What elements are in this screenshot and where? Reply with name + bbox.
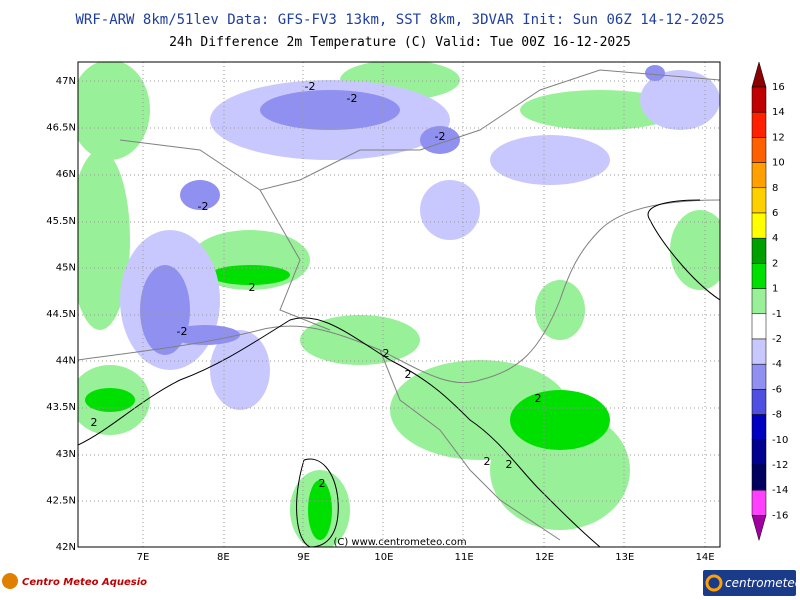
lat-label: 47N <box>56 76 76 87</box>
lon-label: 9E <box>297 552 310 563</box>
colorbar-label: 16 <box>772 82 785 93</box>
colorbar-label: -8 <box>772 410 782 421</box>
lat-label: 44N <box>56 356 76 367</box>
colorbar-segment <box>751 237 767 264</box>
contour-label: -2 <box>305 80 316 93</box>
lat-label: 46.5N <box>46 123 76 134</box>
contour-label: 2 <box>484 455 491 468</box>
right-logo-icon <box>705 574 723 592</box>
contour-label: 2 <box>506 458 513 471</box>
map-frame <box>77 61 721 548</box>
colorbar-label: 6 <box>772 208 778 219</box>
colorbar-segment <box>751 111 767 138</box>
colorbar-segment <box>751 363 767 390</box>
lon-label: 10E <box>374 552 393 563</box>
colorbar-segment <box>751 464 767 491</box>
colorbar-segment <box>751 212 767 239</box>
contour-label: 2 <box>91 416 98 429</box>
colorbar-segment <box>751 338 767 365</box>
contour-label: -2 <box>347 92 358 105</box>
lat-label: 45.5N <box>46 216 76 227</box>
contour-label: -2 <box>435 130 446 143</box>
lon-label: 12E <box>535 552 554 563</box>
colorbar-label: 1 <box>772 284 778 295</box>
left-logo-icon <box>2 573 18 589</box>
colorbar-cap <box>751 61 767 88</box>
contour-label: -2 <box>177 325 188 338</box>
colorbar-segment <box>751 313 767 340</box>
contour-label: -2 <box>198 200 209 213</box>
colorbar-label: -4 <box>772 359 782 370</box>
colorbar-segment <box>751 137 767 163</box>
lat-label: 44.5N <box>46 309 76 320</box>
contour-label: 2 <box>249 281 256 294</box>
colorbar-segment <box>751 414 767 441</box>
colorbar-segment <box>751 263 767 289</box>
colorbar-segment <box>751 86 767 113</box>
right-logo: centrometeo <box>725 576 800 590</box>
colorbar-label: 4 <box>772 233 778 244</box>
lon-label: 14E <box>696 552 715 563</box>
contour-label: 2 <box>383 347 390 360</box>
colorbar-label: -14 <box>772 485 788 496</box>
colorbar-label: 8 <box>772 183 778 194</box>
lat-label: 45N <box>56 262 76 273</box>
colorbar-label: -16 <box>772 510 788 521</box>
colorbar-label: 14 <box>772 107 785 118</box>
colorbar-label: -1 <box>772 309 782 320</box>
lat-label: 46N <box>56 169 76 180</box>
contour-label: 2 <box>319 477 326 490</box>
lat-label: 43N <box>56 449 76 460</box>
colorbar-label: 12 <box>772 132 785 143</box>
left-logo: Centro Meteo Aquesio <box>22 577 147 588</box>
colorbar-label: -6 <box>772 384 782 395</box>
title: WRF-ARW 8km/51lev Data: GFS-FV3 13km, SS… <box>75 12 724 28</box>
colorbar-segment <box>751 187 767 214</box>
subtitle: 24h Difference 2m Temperature (C) Valid:… <box>169 35 631 50</box>
colorbar-segment <box>751 162 767 189</box>
colorbar-segment <box>751 489 767 516</box>
lat-label: 42.5N <box>46 495 76 506</box>
lat-label: 43.5N <box>46 402 76 413</box>
lon-label: 11E <box>455 552 474 563</box>
colorbar-label: 10 <box>772 158 785 169</box>
colorbar-label: -12 <box>772 460 788 471</box>
copyright: (C) www.centrometeo.com <box>333 537 466 548</box>
colorbar-label: 2 <box>772 258 778 269</box>
lon-label: 8E <box>217 552 230 563</box>
contour-label: 2 <box>405 368 412 381</box>
lat-label: 42N <box>56 542 76 553</box>
map-field <box>78 62 720 547</box>
lon-label: 13E <box>615 552 634 563</box>
colorbar-cap <box>751 515 767 542</box>
right-logo-box <box>703 570 796 596</box>
footer: Centro Meteo Aquesio centrometeo <box>2 570 800 596</box>
colorbar-label: -10 <box>772 435 788 446</box>
colorbar-segment <box>751 288 767 315</box>
contour-label: 2 <box>535 392 542 405</box>
colorbar-label: -2 <box>772 334 782 345</box>
colorbar-segment <box>751 439 767 466</box>
lon-label: 7E <box>137 552 150 563</box>
colorbar-segment <box>751 389 767 415</box>
